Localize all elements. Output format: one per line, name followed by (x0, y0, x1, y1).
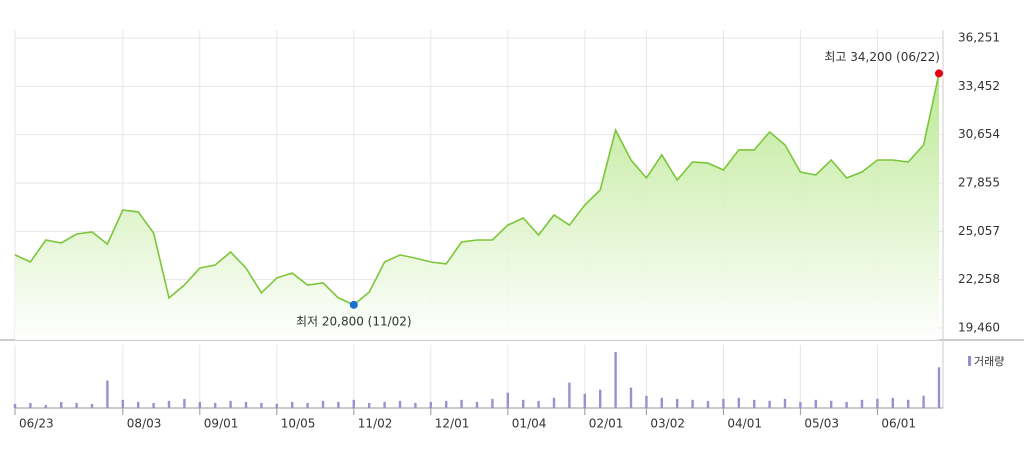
volume-bar (475, 401, 479, 408)
y-tick-label: 22,258 (958, 272, 1000, 286)
volume-bar (44, 404, 47, 408)
volume-bar (506, 392, 509, 408)
volume-bar (522, 399, 525, 408)
volume-bar (291, 401, 294, 408)
volume-bar (614, 352, 617, 408)
x-tick-label: 12/01 (435, 417, 470, 431)
volume-bar (137, 401, 140, 408)
volume-bar (260, 402, 263, 408)
volume-bar (830, 400, 833, 408)
volume-bar (768, 400, 771, 408)
volume-bar (90, 403, 94, 408)
x-tick-label: 06/01 (881, 417, 916, 431)
volume-bar (907, 399, 910, 408)
volume-bar (121, 399, 124, 408)
volume-bar (937, 367, 941, 408)
high-annotation: 최고 34,200 (06/22) (824, 50, 940, 64)
volume-bar (75, 402, 78, 408)
volume-bar (491, 398, 494, 408)
x-tick-label: 01/04 (512, 417, 547, 431)
x-tick-label: 08/03 (127, 417, 162, 431)
volume-bar (860, 399, 864, 408)
volume-bar (876, 398, 879, 408)
price-line (14, 73, 940, 306)
y-tick-label: 25,057 (958, 224, 1000, 238)
high-marker (935, 69, 943, 78)
volume-bar (691, 399, 694, 408)
volume-bar (429, 401, 432, 408)
volume-bar (214, 402, 217, 408)
y-tick-label: 27,855 (958, 176, 1000, 190)
y-tick-label: 19,460 (958, 321, 1000, 335)
volume-bar (783, 398, 787, 408)
y-tick-label: 30,654 (958, 127, 1000, 141)
volume-bar (445, 400, 448, 408)
volume-bar (537, 400, 540, 408)
low-marker (349, 300, 358, 309)
x-tick-label: 09/01 (204, 417, 239, 431)
volume-bar (306, 402, 309, 408)
volume-bar (645, 395, 648, 408)
volume-bar (337, 401, 340, 408)
volume-bar (229, 400, 232, 408)
volume-bar (706, 400, 710, 408)
volume-bar (460, 399, 463, 408)
volume-bar (368, 402, 371, 408)
x-tick-label: 02/01 (589, 417, 624, 431)
x-tick-label: 04/01 (727, 417, 762, 431)
volume-bar (676, 398, 679, 408)
x-tick-label: 03/02 (650, 417, 685, 431)
volume-bar (660, 397, 663, 408)
volume-bar (753, 399, 756, 408)
volume-bar (814, 399, 817, 408)
volume-bar (383, 401, 386, 408)
low-annotation: 최저 20,800 (11/02) (296, 314, 412, 328)
volume-bar (568, 382, 571, 408)
volume-bar (629, 387, 633, 408)
volume-bar (13, 403, 17, 408)
volume-bar (321, 400, 325, 408)
volume-bar (352, 399, 355, 408)
x-tick-label: 10/05 (281, 417, 316, 431)
volume-bar (583, 393, 586, 408)
volume-bar (198, 401, 201, 408)
volume-bar (183, 398, 186, 408)
volume-legend-swatch (968, 356, 971, 366)
volume-bar (106, 380, 109, 408)
volume-bar (275, 403, 278, 408)
volume-bar (29, 402, 32, 408)
volume-legend-label: 거래량 (974, 355, 1004, 368)
volume-bar (167, 400, 171, 408)
volume-bar (244, 401, 248, 408)
volume-bar (722, 398, 725, 408)
volume-bar (414, 402, 417, 408)
y-tick-label: 36,251 (958, 31, 1000, 45)
x-tick-label: 06/23 (19, 417, 54, 431)
x-tick-label: 11/02 (358, 417, 393, 431)
volume-bar (891, 397, 894, 408)
x-tick-label: 05/03 (804, 417, 839, 431)
volume-bar (398, 400, 402, 408)
price-area (15, 73, 939, 341)
volume-bar (845, 401, 848, 408)
volume-bar (922, 395, 925, 408)
volume-bar (599, 389, 602, 408)
volume-bar (552, 397, 556, 408)
volume-bar (152, 402, 155, 408)
volume-bar (799, 401, 802, 408)
y-tick-label: 33,452 (958, 79, 1000, 93)
volume-bar (737, 397, 740, 408)
volume-bar (60, 401, 63, 408)
